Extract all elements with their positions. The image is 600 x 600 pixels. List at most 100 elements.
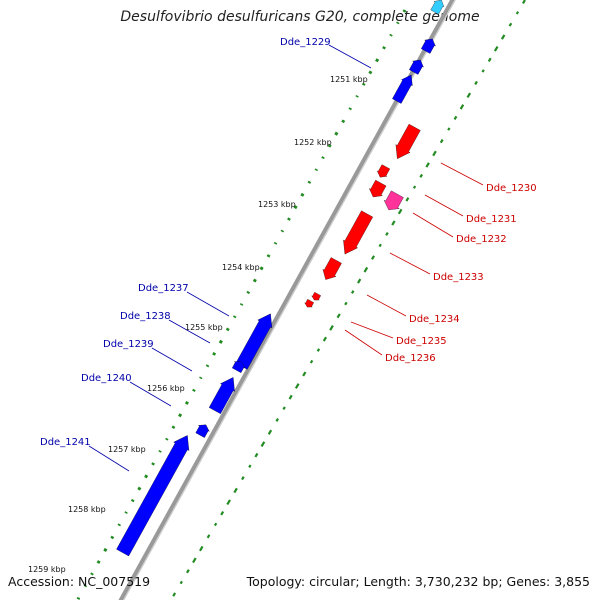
gc-dot	[307, 180, 312, 184]
gc-dot	[213, 522, 218, 527]
gc-dot	[314, 168, 318, 172]
gc-dot	[329, 324, 334, 331]
gc-dot	[487, 57, 492, 62]
gc-dot	[239, 303, 244, 306]
gc-dot	[293, 205, 298, 210]
genome-summary: Topology: circular; Length: 3,730,232 bp…	[246, 574, 590, 589]
gc-dot	[493, 45, 499, 52]
tick-label-9: 1259 kbp	[28, 565, 66, 574]
gc-dot	[273, 241, 278, 245]
accession-text: Accession: NC_007519	[8, 574, 151, 589]
gc-dot	[316, 348, 321, 352]
gene-label-Dde_1240: Dde_1240	[81, 373, 132, 384]
gc-dot	[137, 486, 142, 491]
gc-dot	[515, 11, 520, 15]
gc-dot	[397, 208, 403, 215]
gc-dot	[226, 499, 231, 506]
gc-dot	[419, 173, 424, 178]
gc-dot	[212, 352, 217, 356]
gc-dot	[287, 217, 291, 221]
gene-Dde-1229a	[421, 38, 436, 54]
gc-dot	[447, 127, 451, 131]
gc-dot	[389, 33, 393, 37]
gc-dot	[363, 266, 369, 273]
tick-label-1: 1251 kbp	[330, 75, 368, 84]
gc-dot	[508, 22, 513, 27]
gc-dot	[402, 9, 407, 13]
gc-dot	[248, 464, 252, 469]
tick-labels: 1251 kbp 1252 kbp 1253 kbp 1254 kbp 1255 kbp…	[28, 75, 368, 574]
gene-Dde-1233	[343, 210, 374, 255]
gc-dot	[294, 383, 300, 389]
gc-dot	[267, 429, 273, 435]
leader-reverse-6	[88, 445, 130, 472]
gc-dot	[334, 131, 339, 136]
gc-dot	[481, 69, 485, 73]
gc-dot	[172, 592, 177, 597]
gc-dot	[171, 425, 176, 430]
gc-dot	[130, 498, 135, 503]
gc-dot	[117, 523, 121, 527]
gc-dot	[344, 301, 348, 306]
gc-dot	[246, 290, 251, 295]
leader-forward-5	[366, 294, 407, 317]
tick-label-3: 1253 kbp	[258, 200, 296, 209]
gc-dot	[341, 119, 346, 124]
gc-dot	[184, 400, 189, 405]
gc-dot	[205, 364, 210, 368]
map-title: Desulfovibrio desulfuricans G20, complet…	[120, 9, 480, 25]
gene-Dde-1241	[116, 435, 190, 557]
gene-label-Dde_1231: Dde_1231	[466, 214, 517, 225]
gc-dot	[282, 406, 286, 410]
leader-reverse-3	[168, 319, 211, 344]
gene-label-Dde_1233: Dde_1233	[433, 272, 484, 283]
genes-layer	[116, 0, 445, 557]
gc-dot	[361, 82, 366, 86]
gc-dot	[259, 266, 264, 271]
label-leaders	[88, 44, 484, 472]
gene-label-Dde_1238: Dde_1238	[120, 311, 171, 322]
gene-Dde-1232	[383, 190, 404, 211]
gc-dot	[425, 162, 430, 168]
gc-dot	[179, 580, 183, 585]
gene-Dde-1230	[395, 123, 421, 159]
leader-forward-3	[412, 212, 454, 238]
gene-Dde-1235	[311, 292, 321, 301]
gc-dot	[186, 569, 190, 574]
gene-labels: Dde_1230 Dde_1231 Dde_1232 Dde_1233 Dde_1234…	[40, 37, 537, 448]
gene-label-Dde_1232: Dde_1232	[456, 234, 507, 245]
leader-reverse-5	[129, 381, 172, 407]
gene-label-Dde_1237: Dde_1237	[138, 283, 189, 294]
gc-dot	[76, 596, 81, 600]
gc-dot	[382, 45, 386, 50]
gc-dot	[385, 231, 389, 236]
gene-Dde-1239	[208, 377, 235, 414]
gc-dot	[357, 278, 362, 284]
leader-forward-6	[350, 321, 394, 339]
gene-label-Dde_1229: Dde_1229	[280, 37, 331, 48]
leader-reverse-1	[328, 44, 372, 69]
gc-dot	[90, 572, 94, 576]
gc-dot	[375, 58, 380, 63]
gc-dot	[288, 394, 293, 400]
tick-label-5: 1255 kbp	[185, 323, 223, 332]
gc-dot	[192, 388, 196, 392]
gene-label-Dde_1236: Dde_1236	[385, 353, 436, 364]
gene-Dde-1236	[304, 299, 314, 308]
gc-dot	[322, 336, 327, 342]
gc-dot	[83, 584, 88, 588]
gc-dot	[233, 487, 238, 494]
gc-dot	[225, 327, 230, 332]
gc-dot	[241, 476, 245, 481]
gene-label-Dde_1241: Dde_1241	[40, 437, 91, 448]
gc-dot	[300, 192, 305, 197]
gc-dot	[396, 21, 400, 25]
gene-Dde-1240	[195, 424, 210, 438]
gc-dot	[220, 511, 225, 516]
gc-dot	[474, 80, 478, 85]
gc-dot	[165, 437, 169, 441]
gc-dot	[432, 150, 437, 157]
gc-dot	[254, 452, 259, 458]
